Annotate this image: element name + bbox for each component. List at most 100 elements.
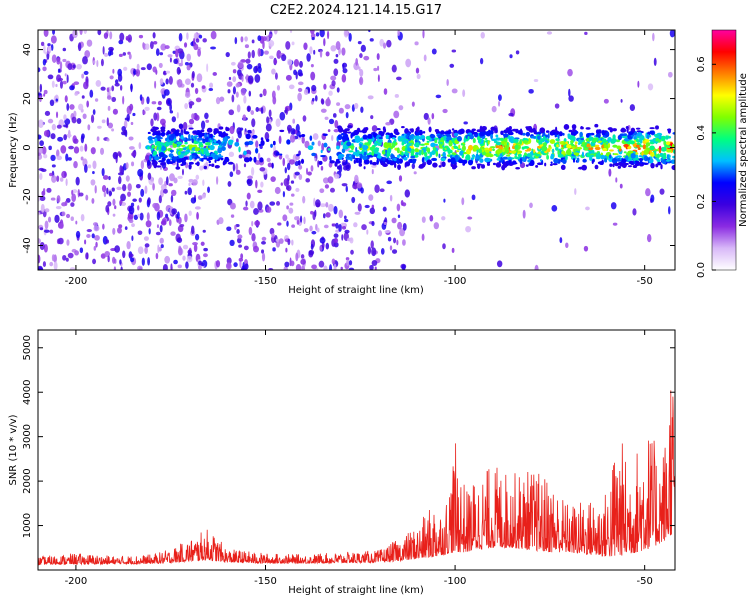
heatmap-cell (397, 214, 401, 219)
heatmap-band-cell (258, 143, 262, 147)
heatmap-cell (237, 61, 244, 69)
heatmap-cell (79, 30, 83, 36)
heatmap-band-cell (556, 144, 559, 148)
heatmap-cell (47, 74, 54, 80)
heatmap-cell (251, 233, 256, 242)
heatmap-band-cell (649, 139, 655, 142)
heatmap-band-cell (429, 134, 436, 139)
heatmap-cell (56, 195, 61, 203)
heatmap-band-cell (337, 126, 344, 133)
heatmap-band-cell (430, 142, 436, 148)
heatmap-cell (65, 153, 69, 162)
heatmap-band-cell (296, 153, 300, 157)
x-tick-label: -150 (254, 576, 277, 587)
heatmap-cell (361, 224, 367, 231)
heatmap-cell (55, 98, 59, 102)
heatmap-cell (374, 266, 377, 270)
heatmap-cell (56, 149, 60, 158)
heatmap-band-cell (209, 133, 213, 138)
heatmap-cell (250, 110, 255, 116)
heatmap-band-cell (612, 163, 616, 166)
heatmap-cell (404, 189, 411, 198)
heatmap-band-cell (557, 149, 560, 156)
heatmap-band-cell (453, 146, 459, 150)
heatmap-band-cell (200, 148, 204, 152)
heatmap-cell (331, 80, 336, 87)
heatmap-band-cell (153, 162, 158, 169)
heatmap-band-cell (354, 137, 361, 143)
heatmap-band-cell (459, 128, 465, 135)
heatmap-band-cell (401, 126, 405, 129)
heatmap-band-cell (178, 123, 184, 130)
x-tick-label: -100 (444, 576, 467, 587)
heatmap-band-cell (519, 140, 522, 145)
heatmap-band-cell (552, 148, 555, 154)
heatmap-band-cell (623, 162, 629, 165)
heatmap-cell (64, 95, 68, 103)
heatmap-band-cell (345, 157, 352, 160)
heatmap-band-cell (361, 128, 368, 134)
heatmap-band-cell (176, 162, 179, 168)
heatmap-cell (75, 230, 81, 239)
heatmap-cell (377, 74, 380, 82)
heatmap-cell (66, 239, 70, 246)
heatmap-band-cell (152, 132, 156, 136)
heatmap-band-cell (565, 149, 572, 156)
heatmap-cell (249, 200, 255, 209)
heatmap-cell (62, 254, 67, 261)
heatmap-band-cell (541, 145, 548, 152)
heatmap-cell (106, 117, 109, 127)
heatmap-cell (267, 162, 273, 168)
heatmap-cell (157, 244, 160, 254)
heatmap-band-cell (522, 140, 529, 144)
heatmap-band-cell (421, 157, 425, 164)
heatmap-band-cell (211, 146, 215, 149)
heatmap-band-cell (566, 144, 572, 149)
heatmap-cell (327, 176, 334, 184)
heatmap-band-cell (501, 165, 506, 171)
heatmap-cell (61, 170, 67, 179)
heatmap-cell (128, 219, 134, 224)
heatmap-band-cell (511, 150, 517, 154)
heatmap-cell (371, 259, 378, 267)
heatmap-cell (41, 146, 47, 155)
heatmap-cell (56, 175, 60, 182)
heatmap-cell (67, 252, 74, 259)
heatmap-band-cell (424, 142, 430, 146)
heatmap-cell (245, 74, 249, 83)
heatmap-cell (182, 255, 186, 261)
heatmap-cell (94, 185, 97, 194)
heatmap-cell (182, 121, 188, 131)
heatmap-cell (228, 151, 235, 158)
heatmap-band-cell (616, 155, 622, 158)
heatmap-cell (371, 125, 378, 132)
heatmap-cell (151, 101, 157, 105)
heatmap-cell (284, 261, 290, 268)
heatmap-band-cell (426, 140, 430, 144)
heatmap-cell (108, 46, 114, 52)
heatmap-cell (165, 78, 169, 85)
heatmap-cell (131, 235, 134, 242)
heatmap-band-cell (147, 135, 153, 141)
heatmap-band-cell (396, 158, 400, 165)
heatmap-cell (259, 167, 266, 172)
heatmap-cell (152, 32, 156, 39)
heatmap-cell (84, 164, 88, 173)
heatmap-cell (63, 124, 68, 128)
heatmap-cell (251, 39, 255, 44)
heatmap-band-cell (386, 132, 390, 135)
heatmap-band-cell (172, 156, 177, 161)
heatmap-cell (394, 94, 399, 98)
heatmap-cell (287, 238, 291, 246)
heatmap-cell (359, 53, 363, 59)
heatmap-cell (255, 140, 259, 148)
heatmap-cell (100, 147, 105, 155)
heatmap-cell (340, 222, 346, 227)
heatmap-cell (97, 30, 102, 36)
heatmap-band-cell (612, 135, 615, 142)
heatmap-cell (359, 69, 364, 77)
heatmap-cell (122, 52, 127, 56)
heatmap-cell (304, 140, 310, 149)
heatmap-cell (289, 134, 296, 143)
heatmap-band-cell (453, 132, 459, 137)
